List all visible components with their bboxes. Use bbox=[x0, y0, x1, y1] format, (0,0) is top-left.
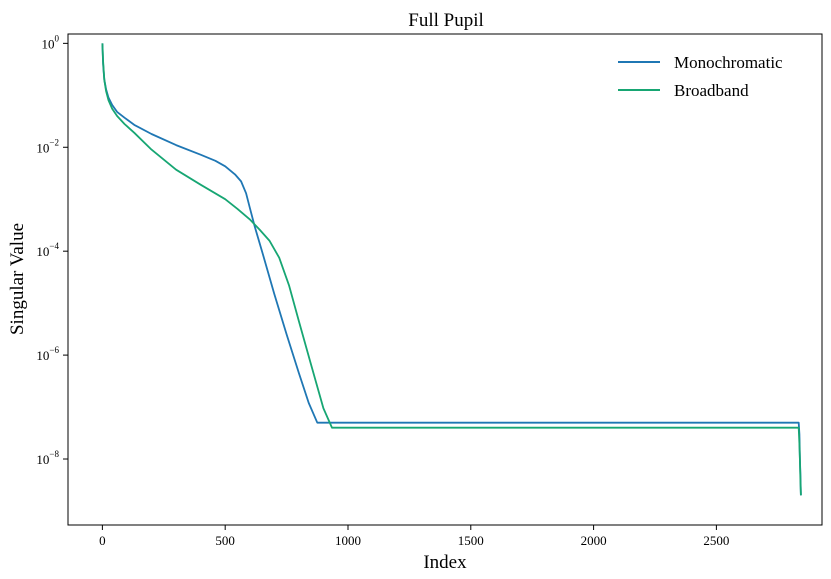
chart-title: Full Pupil bbox=[408, 10, 484, 31]
legend: Monochromatic Broadband bbox=[618, 53, 783, 100]
x-tick-label: 1000 bbox=[335, 533, 361, 548]
x-tick-label: 2000 bbox=[581, 533, 607, 548]
series-layer bbox=[101, 43, 802, 496]
x-tick-label: 500 bbox=[215, 533, 235, 548]
x-axis-label: Index bbox=[423, 552, 467, 573]
x-tick-label: 1500 bbox=[458, 533, 484, 548]
legend-label-monochromatic: Monochromatic bbox=[674, 53, 783, 72]
x-tick-label: 0 bbox=[99, 533, 106, 548]
y-tick-label: 100 bbox=[42, 33, 60, 51]
y-axis-ticks: 100 10−2 10−4 10−6 10−8 bbox=[36, 33, 68, 467]
x-tick-label: 2500 bbox=[703, 533, 729, 548]
series-line-monochromatic bbox=[101, 43, 802, 496]
series-line-broadband bbox=[101, 43, 802, 496]
y-axis-label: Singular Value bbox=[7, 223, 28, 335]
y-tick-label: 10−6 bbox=[36, 345, 59, 363]
y-tick-label: 10−2 bbox=[36, 137, 59, 155]
x-axis-ticks: 0 500 1000 1500 2000 2500 bbox=[99, 525, 729, 548]
plot-frame bbox=[67, 33, 823, 526]
y-tick-label: 10−4 bbox=[36, 241, 59, 259]
y-tick-label: 10−8 bbox=[36, 449, 59, 467]
legend-label-broadband: Broadband bbox=[674, 81, 749, 100]
